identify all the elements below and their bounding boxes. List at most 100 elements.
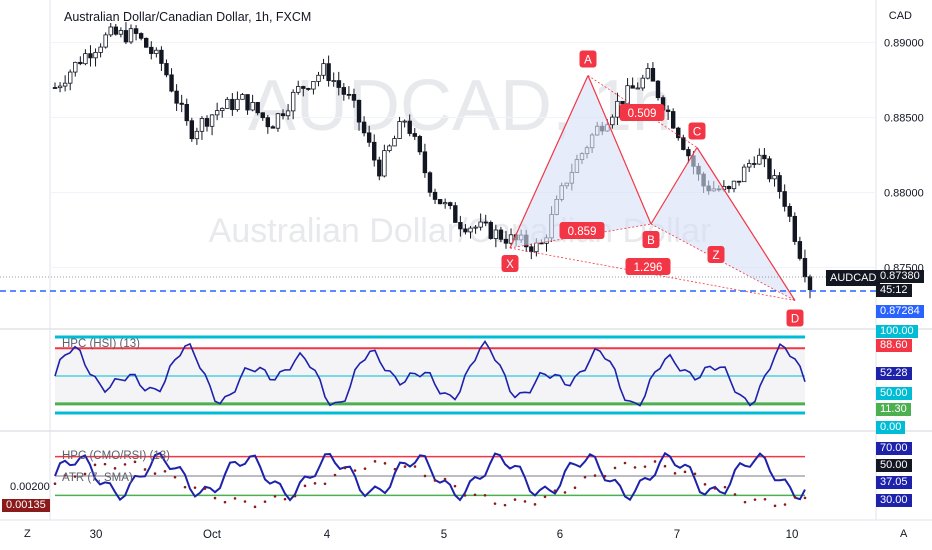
atr-dot — [243, 500, 247, 503]
ratio-ab-xa-bg — [559, 222, 605, 239]
atr-dot — [113, 467, 117, 470]
atr-dot — [273, 495, 277, 498]
symbol-tag[interactable]: AUDCAD — [826, 270, 881, 286]
candle-body — [478, 221, 483, 228]
atr-dot — [743, 500, 747, 504]
candle-body — [356, 99, 362, 123]
atr-dot — [283, 497, 287, 501]
atr-dot — [133, 460, 137, 464]
candle-body — [777, 175, 782, 192]
candle-body — [407, 120, 412, 134]
ratio-xd-bg — [625, 258, 671, 275]
atr-dot — [663, 464, 667, 468]
candle-body — [746, 163, 752, 168]
candle-body — [275, 113, 281, 129]
candle-body — [88, 53, 93, 59]
atr-dot — [403, 465, 407, 468]
candle-body — [108, 26, 113, 36]
candle-body — [346, 93, 352, 96]
candle-body — [807, 276, 813, 291]
atr-dot — [723, 485, 727, 489]
ratio-bc-ab: 0.509 — [628, 108, 657, 120]
candle-body — [123, 30, 129, 43]
candle-body — [290, 91, 296, 112]
pattern-point-c-bg — [688, 122, 706, 140]
candle-body — [57, 85, 63, 89]
hsi-badge: 52.28 — [876, 367, 912, 380]
candle-body — [220, 107, 225, 111]
atr-dot — [343, 466, 347, 470]
rsi-badge: 50.00 — [876, 459, 912, 472]
candle-body — [670, 111, 676, 129]
time-axis-label: 6 — [557, 529, 563, 541]
cmo-rsi-indicator-label[interactable]: HPC (CMO/RSI) (13) — [62, 450, 170, 462]
atr-dot — [303, 484, 307, 488]
atr-dot — [483, 494, 487, 497]
candle-body — [731, 180, 737, 190]
auto-scale-button[interactable]: A — [900, 528, 908, 540]
candle-body — [635, 87, 640, 90]
pattern-point-a-bg — [579, 50, 597, 68]
price-line-badge[interactable]: 0.87284 — [876, 305, 924, 318]
candle-body — [620, 100, 625, 105]
pattern-point-x: X — [506, 259, 514, 271]
atr-indicator-label[interactable]: ATR (7, SMA) — [62, 472, 133, 484]
hsi-badge: 88.60 — [876, 339, 912, 352]
candle-body — [488, 222, 493, 239]
atr-dot — [463, 494, 467, 497]
timezone-button[interactable]: Z — [24, 528, 31, 540]
candle-body — [270, 126, 276, 129]
last-price-badge: 0.87380 — [876, 270, 924, 283]
candle-body — [655, 80, 661, 99]
atr-dot — [173, 475, 177, 479]
atr-dot — [73, 475, 77, 478]
candle-body — [427, 172, 433, 193]
candle-body — [209, 114, 215, 127]
candle-body — [144, 37, 149, 48]
atr-dot — [733, 493, 737, 496]
pattern-fill-xab — [510, 75, 651, 248]
atr-dot — [623, 461, 627, 465]
rsi-badge: 70.00 — [876, 442, 912, 455]
atr-dot — [493, 502, 497, 505]
atr-dot — [563, 491, 567, 494]
currency-label: CAD — [888, 10, 912, 22]
candle-body — [676, 127, 681, 139]
candle-body — [610, 116, 615, 126]
candle-body — [498, 229, 504, 240]
atr-dot — [693, 472, 697, 476]
candle-body — [468, 227, 473, 233]
atr-dot — [83, 472, 87, 476]
candle-body — [133, 28, 139, 34]
atr-dot — [153, 472, 157, 475]
candle-body — [174, 90, 179, 104]
hsi-badge: 50.00 — [876, 387, 912, 400]
hsi-indicator-label[interactable]: HPC (HSI) (13) — [62, 338, 140, 350]
pattern-point-c: C — [693, 127, 701, 139]
pattern-leg — [509, 75, 589, 249]
pattern-leg — [650, 147, 698, 225]
atr-dot — [703, 483, 707, 486]
candle-body — [214, 110, 220, 116]
atr-dot — [513, 498, 517, 501]
candle-body — [539, 242, 544, 245]
countdown-badge: 45:12 — [876, 284, 912, 297]
cmo-rsi-line — [54, 451, 806, 502]
atr-dot — [253, 505, 257, 509]
candle-body — [802, 258, 808, 278]
atr-dot — [673, 472, 677, 475]
atr-dot — [443, 477, 447, 481]
candle-body — [301, 86, 306, 89]
atr-dot — [263, 500, 267, 503]
atr-dot — [123, 463, 127, 466]
chart-title: Australian Dollar/Canadian Dollar, 1h, F… — [64, 10, 312, 24]
rsi-badge: 37.05 — [876, 476, 912, 489]
candle-body — [240, 94, 245, 100]
pattern-leg — [587, 75, 652, 225]
candle-body — [508, 234, 514, 244]
candle-body — [306, 88, 311, 90]
candle-body — [189, 120, 195, 140]
pattern-fill-bcd — [651, 147, 795, 301]
candle-body — [752, 163, 757, 165]
